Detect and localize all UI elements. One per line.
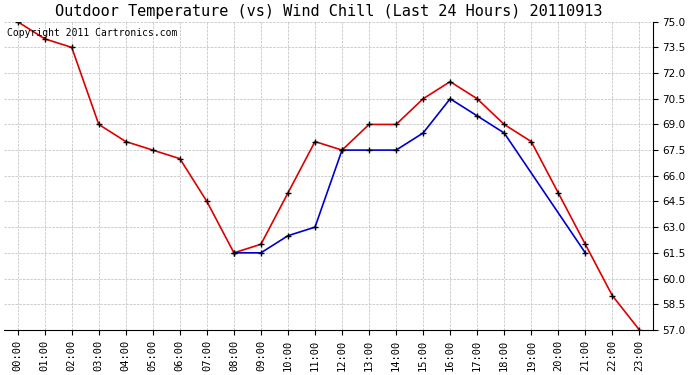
Text: Copyright 2011 Cartronics.com: Copyright 2011 Cartronics.com xyxy=(8,28,178,38)
Title: Outdoor Temperature (vs) Wind Chill (Last 24 Hours) 20110913: Outdoor Temperature (vs) Wind Chill (Las… xyxy=(55,4,602,19)
